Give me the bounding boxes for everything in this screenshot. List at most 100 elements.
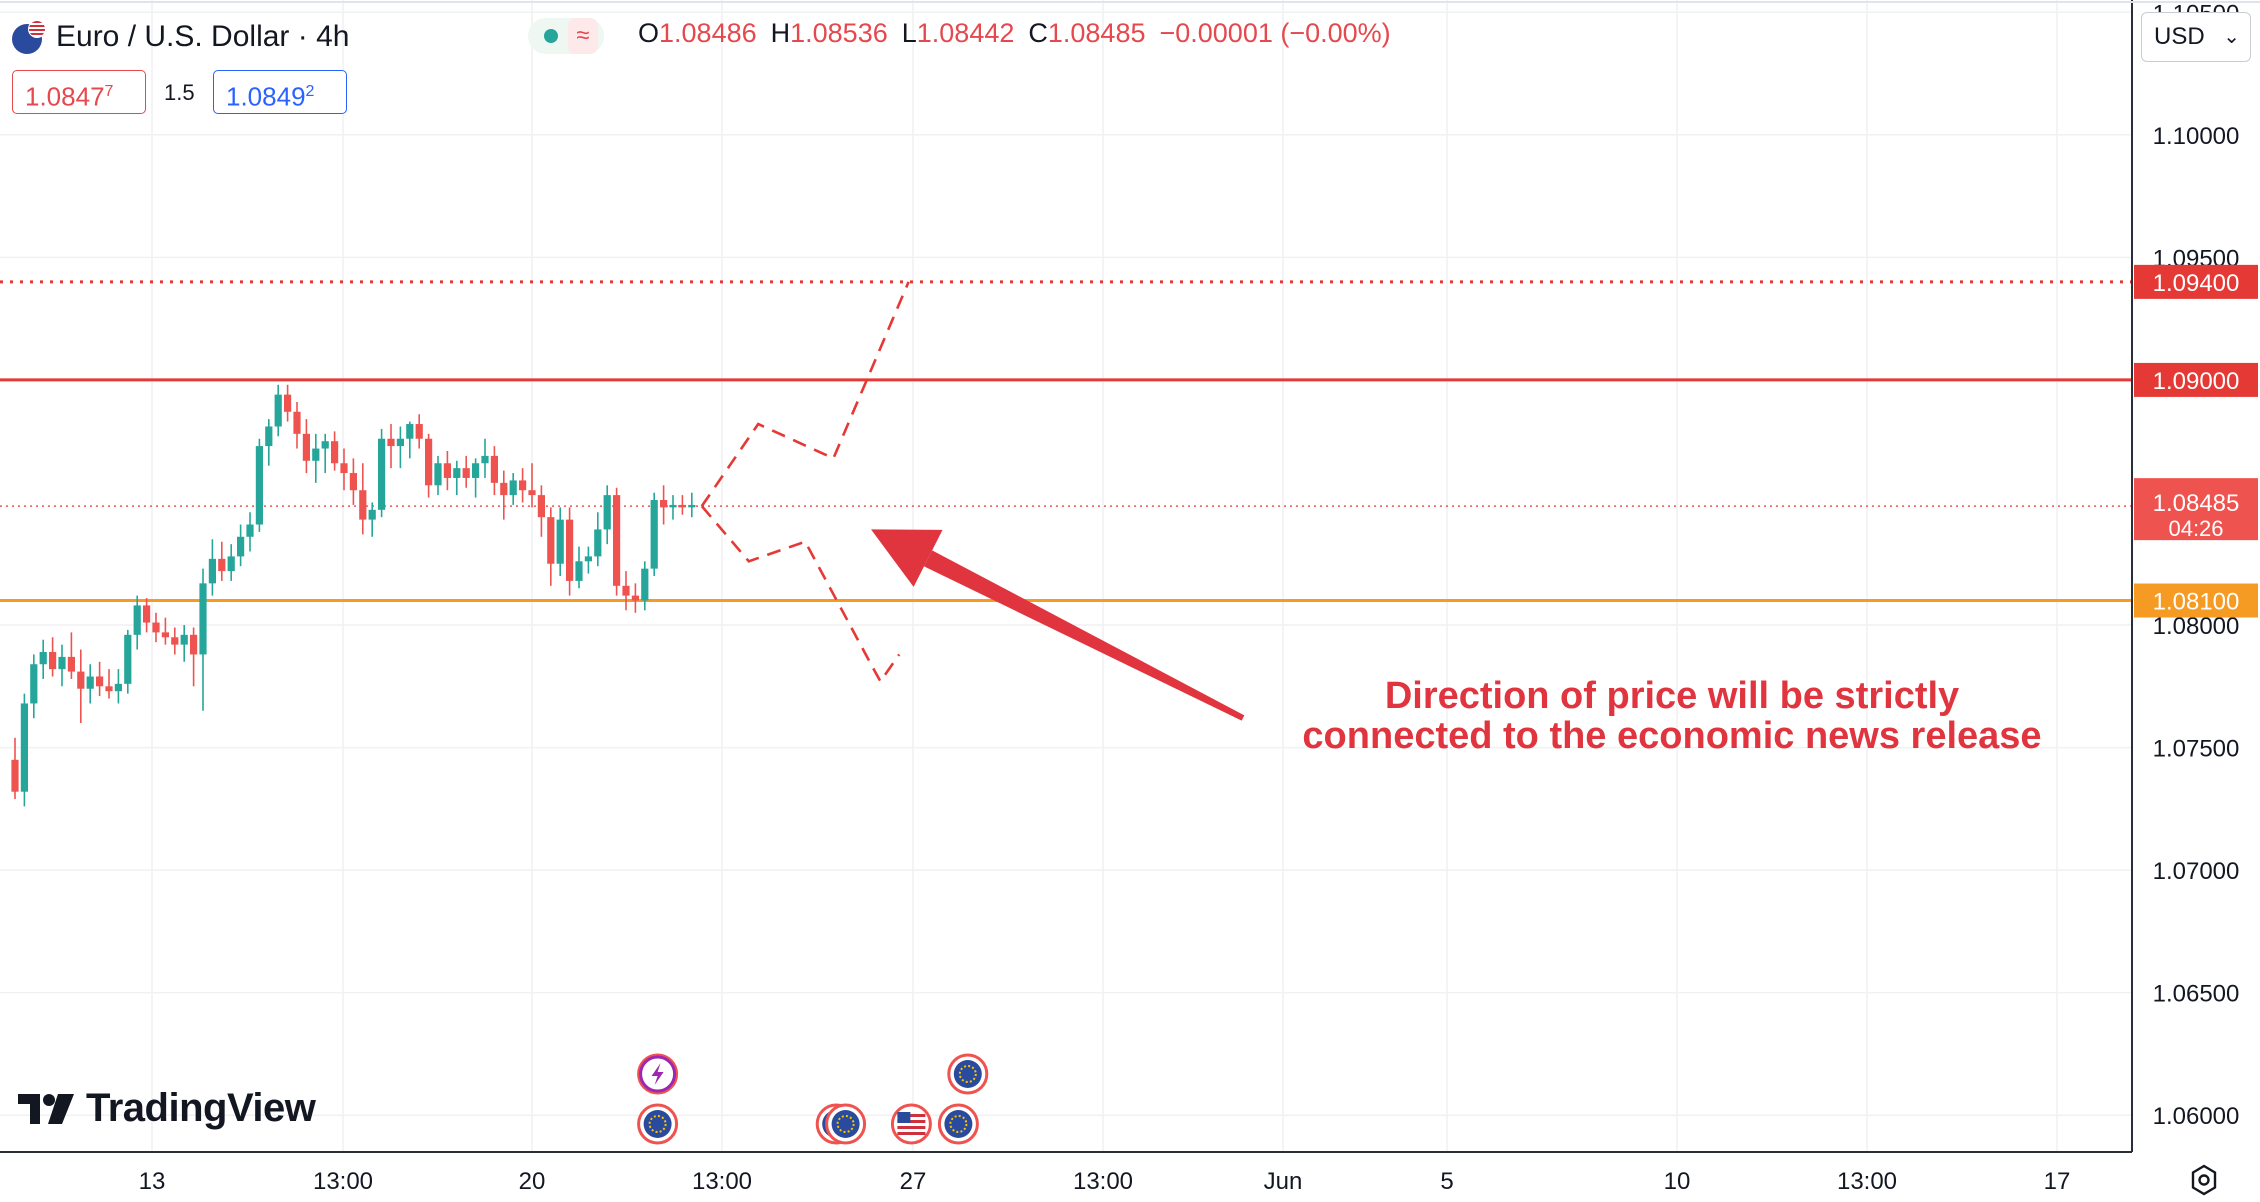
candle-body xyxy=(302,433,310,461)
currency-select[interactable]: USD ⌄ xyxy=(2141,12,2251,62)
candle xyxy=(39,639,47,679)
candle-body xyxy=(67,656,75,672)
candle-body xyxy=(481,455,489,464)
candle-body xyxy=(265,426,273,447)
candle-body xyxy=(387,438,395,447)
candle-body xyxy=(114,683,122,692)
candle xyxy=(434,455,442,496)
candle-body xyxy=(396,438,404,447)
annotation-arrow-shaft xyxy=(924,550,1245,721)
candle-body xyxy=(246,524,254,537)
x-tick-label: 17 xyxy=(2044,1168,2071,1195)
candle xyxy=(603,485,611,545)
candle-body xyxy=(180,634,188,645)
candle-body xyxy=(509,480,517,496)
candle xyxy=(509,473,517,505)
ohlc-readout: O1.08486 H1.08536 L1.08442 C1.08485 −0.00001… xyxy=(638,18,1405,49)
candle xyxy=(237,524,245,567)
gear-icon xyxy=(2191,1164,2217,1196)
candle-body xyxy=(490,455,498,483)
x-tick-label: 13:00 xyxy=(692,1168,752,1195)
candle xyxy=(443,450,451,491)
candle xyxy=(406,421,414,459)
candle xyxy=(340,448,348,491)
candle xyxy=(519,468,527,503)
candle xyxy=(641,561,649,611)
x-tick-label: 27 xyxy=(900,1168,927,1195)
candle-body xyxy=(528,490,536,496)
ohlc-low-label: L xyxy=(901,18,917,48)
y-tick-label: 1.07500 xyxy=(2153,736,2240,763)
candle xyxy=(425,433,433,498)
currency-value: USD xyxy=(2154,23,2205,50)
candle-body xyxy=(124,634,132,684)
candle xyxy=(11,737,19,800)
level-price-label: 1.09000 xyxy=(2153,368,2240,395)
sell-button[interactable]: 1.08477 xyxy=(12,70,146,114)
candle-body xyxy=(415,424,423,439)
candle xyxy=(688,492,696,518)
candle xyxy=(312,433,320,483)
buy-price-pip: 2 xyxy=(305,83,315,100)
symbol-title[interactable]: Euro / U.S. Dollar · 4h xyxy=(56,20,350,53)
scenario-paths xyxy=(700,281,910,684)
candle xyxy=(96,661,104,697)
candle-body xyxy=(669,504,677,508)
level-price-label-bg xyxy=(2134,264,2258,299)
candle xyxy=(246,512,254,552)
y-tick-label: 1.06000 xyxy=(2153,1103,2240,1130)
candle xyxy=(208,539,216,596)
candle xyxy=(387,424,395,469)
market-open-dot-icon xyxy=(544,29,558,43)
candle xyxy=(528,463,536,508)
current-price-label-bg xyxy=(2134,478,2258,541)
x-tick-label: 13:00 xyxy=(313,1168,373,1195)
x-tick-label: Jun xyxy=(1264,1168,1303,1195)
candle xyxy=(594,512,602,567)
symbol-header[interactable]: Euro / U.S. Dollar · 4h xyxy=(12,14,349,60)
us-flag-icon xyxy=(890,1103,932,1145)
candle xyxy=(415,414,423,449)
buy-button[interactable]: 1.08492 xyxy=(213,70,347,114)
level-price-label-bg xyxy=(2134,362,2258,397)
candle-body xyxy=(208,558,216,584)
candle xyxy=(331,431,339,471)
candle-body xyxy=(613,495,621,586)
candle-body xyxy=(566,519,574,581)
candle-body xyxy=(227,556,235,572)
candle-body xyxy=(537,495,545,518)
flag-stripe xyxy=(897,1120,926,1123)
chart-settings-button[interactable] xyxy=(2186,1162,2222,1198)
candle-body xyxy=(650,500,658,569)
candle-body xyxy=(284,394,292,412)
candle-body xyxy=(331,441,339,464)
candle-body xyxy=(631,595,639,601)
candle xyxy=(133,595,141,650)
flag-bg xyxy=(831,1110,860,1138)
market-status[interactable]: ≈ xyxy=(528,18,604,54)
candle-body xyxy=(519,480,527,491)
candle xyxy=(67,632,75,679)
candle-body xyxy=(171,637,179,645)
candle xyxy=(58,644,66,687)
flag-bg xyxy=(944,1110,973,1138)
candle xyxy=(124,629,132,694)
candle xyxy=(20,693,28,807)
candle-body xyxy=(622,585,630,596)
candle xyxy=(321,433,329,474)
candle-body xyxy=(443,463,451,478)
countdown-label: 04:26 xyxy=(2168,516,2223,541)
flag-stripe xyxy=(897,1126,926,1129)
candle-body xyxy=(312,448,320,461)
candle-body xyxy=(472,463,480,478)
candle xyxy=(378,428,386,518)
candle xyxy=(199,568,207,711)
candle-body xyxy=(96,676,104,687)
candle xyxy=(105,669,113,699)
candle xyxy=(453,460,461,496)
ohlc-high-label: H xyxy=(770,18,791,48)
tradingview-logo[interactable]: TradingView xyxy=(18,1086,316,1131)
candlestick-series xyxy=(11,384,696,807)
